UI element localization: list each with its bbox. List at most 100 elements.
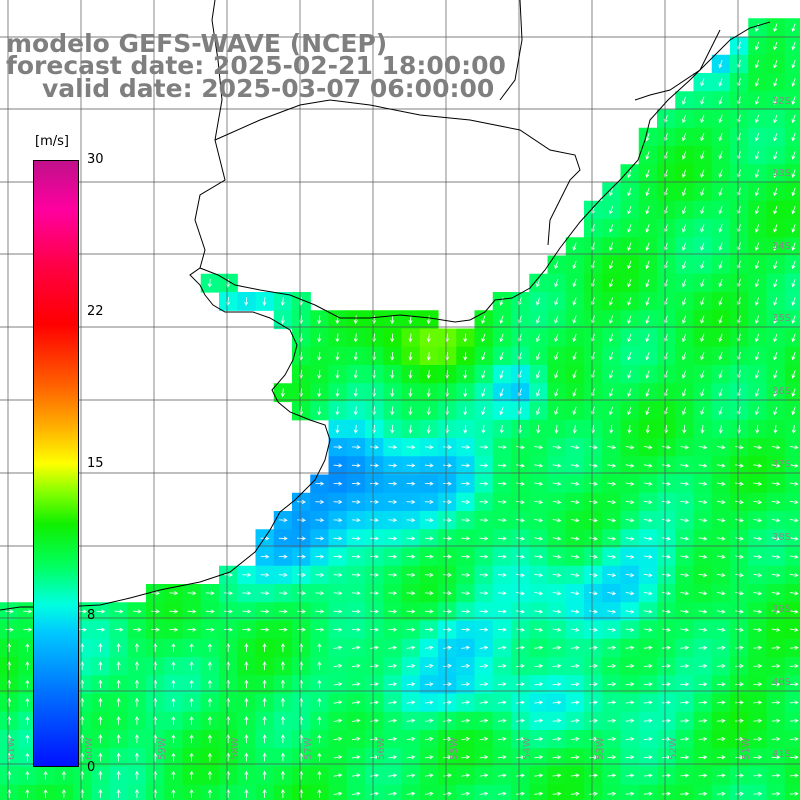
wind-arrow xyxy=(207,789,212,798)
wind-arrow xyxy=(662,554,671,559)
wind-arrow xyxy=(461,499,471,504)
wind-arrow xyxy=(317,697,322,707)
wind-arrow xyxy=(607,700,617,705)
wind-arrow xyxy=(718,315,723,324)
wind-arrow xyxy=(570,463,580,468)
wind-arrow xyxy=(625,755,635,760)
wind-arrow xyxy=(461,773,471,778)
wind-arrow xyxy=(755,205,760,215)
wind-arrow xyxy=(497,737,507,742)
wind-arrow xyxy=(753,554,763,559)
wind-speed-cell xyxy=(711,164,731,184)
wind-speed-cell xyxy=(638,273,658,293)
wind-arrow xyxy=(244,752,249,762)
wind-arrow xyxy=(317,643,322,652)
wind-arrow xyxy=(735,718,744,723)
wind-arrow xyxy=(700,278,705,288)
wind-arrow xyxy=(716,463,726,468)
wind-arrow xyxy=(351,481,361,486)
wind-arrow xyxy=(315,481,325,486)
wind-arrow xyxy=(25,734,30,744)
wind-arrow xyxy=(789,627,799,632)
wind-arrow xyxy=(773,23,778,32)
wind-arrow xyxy=(370,663,379,669)
wind-arrow xyxy=(426,406,431,416)
wind-arrow xyxy=(516,481,525,486)
wind-arrow xyxy=(207,697,212,707)
wind-arrow xyxy=(682,187,687,197)
wind-arrow xyxy=(627,260,632,270)
wind-arrow xyxy=(516,554,525,559)
wind-arrow xyxy=(317,679,322,689)
longitude-label: 51W xyxy=(741,737,752,760)
wind-arrow xyxy=(589,682,598,687)
wind-arrow xyxy=(370,755,379,760)
wind-arrow xyxy=(98,716,103,725)
wind-arrow xyxy=(351,463,361,468)
wind-arrow xyxy=(662,500,671,505)
wind-arrow xyxy=(534,554,544,559)
wind-arrow xyxy=(335,333,340,343)
wind-arrow xyxy=(735,481,744,486)
wind-arrow xyxy=(552,445,562,450)
wind-arrow xyxy=(755,96,760,105)
wind-arrow xyxy=(753,500,763,505)
latitude-label: 33S xyxy=(772,168,792,179)
border-line xyxy=(214,99,581,246)
wind-speed-cell xyxy=(547,784,567,800)
wind-arrow xyxy=(682,333,687,343)
wind-arrow xyxy=(370,609,379,614)
wind-arrow xyxy=(682,205,687,215)
wind-speed-cell xyxy=(419,784,439,800)
wind-arrow xyxy=(570,682,580,687)
wind-speed-cell xyxy=(711,383,731,403)
wind-arrow xyxy=(207,734,212,744)
wind-arrow xyxy=(408,315,413,325)
longitude-label: 58W xyxy=(230,737,241,760)
wind-arrow xyxy=(390,424,395,434)
wind-arrow xyxy=(481,406,486,416)
wind-arrow xyxy=(351,755,361,760)
wind-speed-cell xyxy=(638,383,658,403)
wind-arrow xyxy=(735,700,744,705)
wind-arrow xyxy=(479,591,489,596)
wind-arrow xyxy=(589,500,598,505)
wind-arrow xyxy=(700,114,705,124)
wind-arrow xyxy=(682,370,687,379)
wind-arrow xyxy=(351,645,361,650)
wind-arrow xyxy=(461,536,471,541)
wind-arrow xyxy=(716,791,726,796)
wind-arrow xyxy=(333,791,343,796)
wind-arrow xyxy=(262,734,267,744)
wind-arrow xyxy=(461,463,471,468)
wind-arrow xyxy=(773,169,778,178)
wind-arrow xyxy=(791,260,796,270)
wind-arrow xyxy=(388,609,398,614)
wind-arrow xyxy=(388,481,398,486)
wind-arrow xyxy=(499,315,504,324)
wind-arrow xyxy=(260,627,270,632)
longitude-label: 55W xyxy=(449,737,460,760)
wind-arrow xyxy=(645,132,650,142)
wind-arrow xyxy=(552,609,562,614)
wind-arrow xyxy=(534,536,544,541)
wind-speed-cell xyxy=(748,54,768,74)
wind-speed-cell xyxy=(711,54,731,74)
wind-arrow xyxy=(5,609,14,614)
wind-speed-cell xyxy=(711,200,731,220)
wind-arrow xyxy=(424,518,434,523)
wind-arrow xyxy=(351,536,361,541)
wind-arrow xyxy=(370,682,379,687)
wind-arrow xyxy=(607,445,617,450)
wind-arrow xyxy=(333,663,343,668)
wind-arrow xyxy=(643,573,653,578)
wind-speed-cell xyxy=(748,310,768,330)
wind-arrow xyxy=(755,151,760,160)
wind-arrow xyxy=(609,315,614,324)
wind-arrow xyxy=(262,661,267,671)
wind-arrow xyxy=(589,755,598,760)
wind-arrow xyxy=(682,406,687,416)
wind-arrow xyxy=(534,445,544,450)
wind-arrow xyxy=(662,791,671,796)
wind-arrow xyxy=(280,388,285,398)
